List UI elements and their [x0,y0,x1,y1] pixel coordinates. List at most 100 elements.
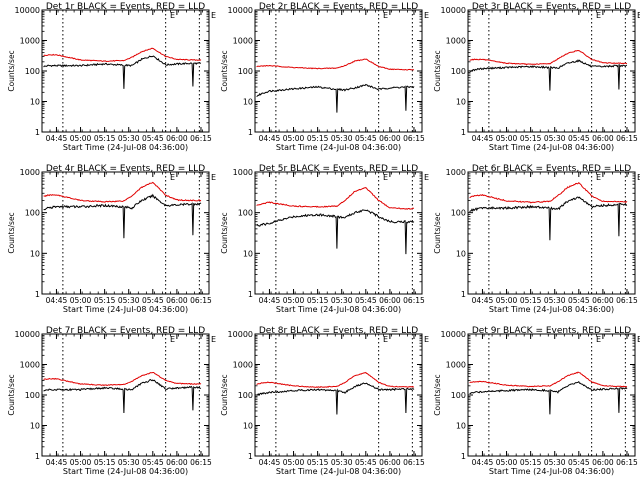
y-tick-label: 100 [451,391,466,400]
x-tick-label: 05:00 [283,458,305,467]
y-tick-label: 1 [461,128,466,137]
y-tick-label: 1000 [233,37,253,46]
x-tick-label: 05:45 [568,296,590,305]
x-axis-label: Start Time (24-Jul-08 04:36:00) [63,143,188,152]
panel-title: Det 3r BLACK = Events, RED = LLD [472,2,631,12]
panel-det-1: Det 1r BLACK = Events, RED = LLD 1 10 100 10… [7,2,216,152]
x-tick-label: 06:15 [616,296,638,305]
x-tick-label: 05:45 [355,458,377,467]
corner-marker: E [424,11,429,20]
y-tick-label: 1 [461,290,466,299]
x-tick-label: 06:00 [379,296,401,305]
x-axis-label: Start Time (24-Jul-08 04:36:00) [63,305,188,314]
y-tick-label: 1000 [446,361,466,370]
plot-frame [467,333,636,457]
corner-marker-top: E [383,173,388,182]
corner-marker-top: E [170,11,175,20]
x-tick-label: 05:00 [70,458,92,467]
panel-det-8: Det 8r BLACK = Events, RED = LLD 1 10 100 10… [220,326,429,476]
y-tick-label: 10000 [228,330,253,339]
x-tick-label: 06:00 [166,134,188,143]
y-tick-label: 1 [35,290,40,299]
x-tick-label: 06:15 [190,458,212,467]
x-tick-label: 05:15 [520,134,542,143]
panel-title: Det 1r BLACK = Events, RED = LLD [46,2,205,12]
plot-frame [254,171,423,295]
y-tick-label: 10000 [441,330,466,339]
corner-marker: E [637,11,640,20]
corner-marker-top: E [596,173,601,182]
y-tick-label: 1000 [446,168,466,177]
y-tick-label: 100 [451,209,466,218]
y-tick-label: 100 [451,67,466,76]
y-tick-label: 10 [456,422,466,431]
x-tick-label: 04:45 [472,134,494,143]
plot-frame [467,171,636,295]
panel-title: Det 8r BLACK = Events, RED = LLD [259,326,418,336]
x-tick-label: 06:00 [379,134,401,143]
x-tick-label: 05:00 [283,134,305,143]
y-tick-label: 10000 [228,6,253,15]
y-axis-label: Counts/sec [7,374,16,415]
x-tick-label: 06:00 [379,458,401,467]
x-tick-label: 05:30 [544,296,566,305]
x-tick-label: 06:00 [592,296,614,305]
x-tick-label: 05:00 [70,296,92,305]
panel-det-6: Det 6r BLACK = Events, RED = LLD 1 10 100 10… [433,164,640,314]
panel-det-7: Det 7r BLACK = Events, RED = LLD 1 10 100 10… [7,326,216,476]
y-tick-label: 1000 [20,37,40,46]
y-tick-label: 1 [248,290,253,299]
y-tick-label: 10 [243,98,253,107]
y-tick-label: 100 [238,209,253,218]
y-tick-label: 1000 [446,37,466,46]
x-tick-label: 06:00 [166,296,188,305]
series-line-events [256,209,415,255]
x-tick-label: 05:15 [94,134,116,143]
series-line-events [469,196,628,241]
x-tick-label: 05:30 [118,134,140,143]
x-tick-label: 05:45 [142,296,164,305]
plot-frame [254,333,423,457]
series-line-lld [256,371,415,388]
x-tick-label: 05:45 [142,458,164,467]
corner-marker: E [424,173,429,182]
series-line-lld [469,371,628,388]
y-tick-label: 1 [35,128,40,137]
x-tick-label: 06:00 [166,458,188,467]
x-tick-label: 05:45 [568,134,590,143]
x-tick-label: 06:15 [190,134,212,143]
x-tick-label: 04:45 [46,296,68,305]
x-tick-label: 05:45 [568,458,590,467]
series-line-events [469,380,628,415]
y-tick-label: 1000 [20,361,40,370]
corner-marker: E [211,11,216,20]
series-line-lld [256,186,415,210]
x-tick-label: 05:30 [118,296,140,305]
x-axis-label: Start Time (24-Jul-08 04:36:00) [276,467,401,476]
x-tick-label: 05:45 [142,134,164,143]
series-line-events [256,382,415,415]
y-tick-label: 10 [243,249,253,258]
x-tick-label: 05:15 [307,134,329,143]
x-tick-label: 05:15 [520,296,542,305]
x-tick-label: 04:45 [259,458,281,467]
x-tick-label: 05:30 [118,458,140,467]
corner-marker: E [637,335,640,344]
x-tick-label: 04:45 [259,134,281,143]
x-tick-label: 06:15 [403,458,425,467]
series-line-lld [469,181,628,204]
panel-title: Det 7r BLACK = Events, RED = LLD [46,326,205,336]
y-tick-label: 1000 [20,168,40,177]
series-line-events [469,59,628,91]
x-tick-label: 05:30 [331,296,353,305]
series-line-events [256,83,415,113]
series-line-events [43,193,202,239]
corner-marker: E [424,335,429,344]
x-tick-label: 04:45 [46,458,68,467]
y-tick-label: 1000 [233,168,253,177]
x-tick-label: 05:15 [94,458,116,467]
x-tick-label: 05:00 [496,296,518,305]
y-tick-label: 1 [35,452,40,461]
